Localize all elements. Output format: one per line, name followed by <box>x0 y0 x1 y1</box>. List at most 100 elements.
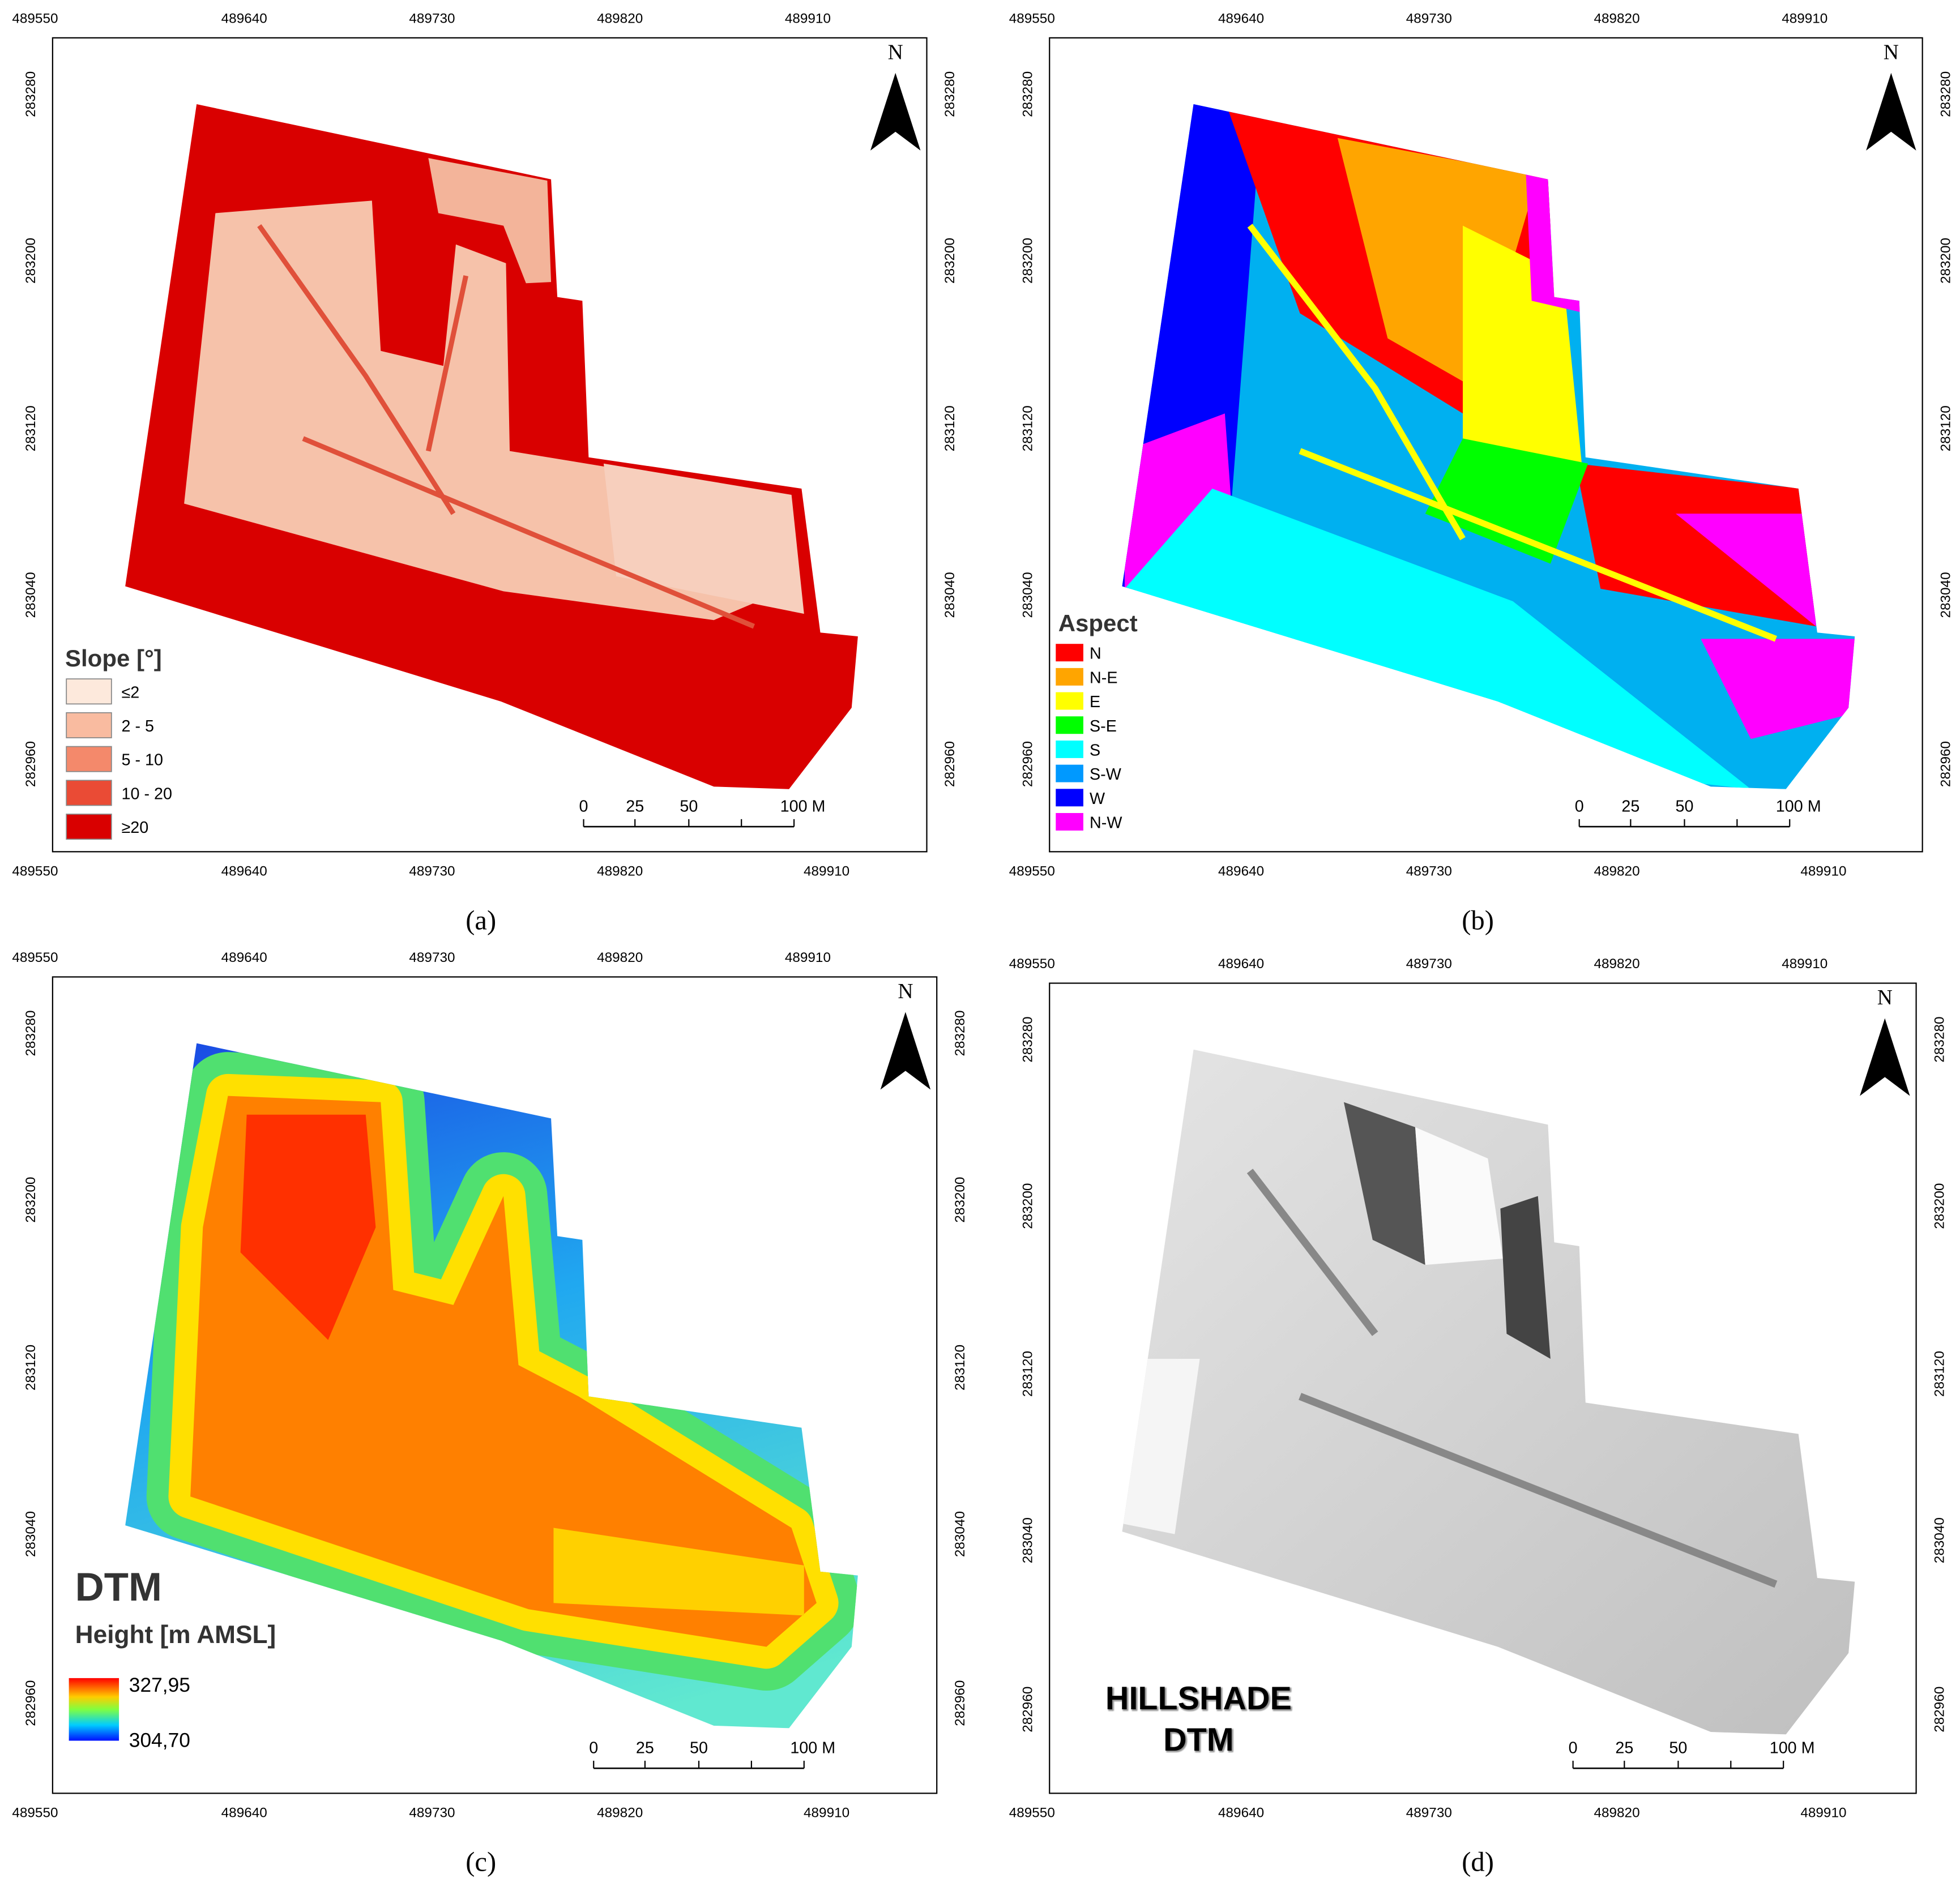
top-tick-label: 489550 <box>1009 11 1055 26</box>
legend-label: ≤2 <box>122 683 140 701</box>
legend-swatch <box>1056 716 1083 734</box>
aspect-zone <box>1675 514 1816 627</box>
scale-label: 50 <box>690 1739 708 1757</box>
bottom-tick-label: 489820 <box>597 863 643 879</box>
scale-label: 25 <box>1615 1739 1633 1757</box>
bottom-tick-label: 489550 <box>1009 863 1055 879</box>
legend-title: DTM <box>75 1564 162 1609</box>
bottom-tick-label: 489730 <box>409 863 455 879</box>
hill-dark <box>1343 1102 1425 1265</box>
scale-label: 50 <box>1669 1739 1687 1757</box>
scale-label: 25 <box>1621 798 1639 816</box>
legend-swatch <box>66 746 112 772</box>
legend-label: N-E <box>1090 669 1118 687</box>
left-tick-label: 282960 <box>1020 1687 1035 1733</box>
right-tick-label: 282960 <box>953 1680 968 1726</box>
top-tick-label: 489640 <box>221 11 267 26</box>
left-tick-label: 283200 <box>23 238 39 284</box>
legend-label: 10 - 20 <box>122 785 172 803</box>
legend-swatch <box>1056 812 1083 831</box>
bottom-tick-label: 489910 <box>1800 863 1846 879</box>
aspect-zone <box>1425 438 1589 564</box>
bottom-tick-label: 489640 <box>221 863 267 879</box>
north-label: N <box>1877 986 1893 1009</box>
left-tick-label: 282960 <box>1020 741 1035 787</box>
legend-title: Slope [°] <box>65 645 162 671</box>
bottom-tick-label: 489820 <box>1594 863 1639 879</box>
scale-label: 25 <box>636 1739 654 1757</box>
legend-label: S <box>1090 741 1100 759</box>
right-tick-label: 283280 <box>1932 1016 1947 1062</box>
top-tick-label: 489910 <box>785 11 831 26</box>
top-tick-label: 489730 <box>1406 11 1452 26</box>
right-tick-label: 283200 <box>1938 238 1953 284</box>
legend-label: 5 - 10 <box>122 751 163 769</box>
right-tick-label: 283280 <box>942 71 958 117</box>
right-tick-label: 283040 <box>953 1511 968 1557</box>
scale-label: 0 <box>1569 1739 1578 1757</box>
legend-colorbar <box>69 1678 119 1741</box>
left-tick-label: 282960 <box>23 741 39 787</box>
north-arrow <box>1860 1018 1910 1096</box>
left-tick-label: 283120 <box>23 1345 39 1391</box>
scale-label: 100 M <box>780 798 826 816</box>
right-tick-label: 282960 <box>1938 741 1953 787</box>
legend-swatch <box>66 712 112 738</box>
map-panel: 489550 489640 489730 489820 489910 489550 4896… <box>1009 11 1954 879</box>
legend-swatch <box>1056 668 1083 686</box>
legend-max: 327,95 <box>129 1674 190 1696</box>
map-panel: 489550 489640 489730 489820 489910 489550 4896… <box>1009 956 1948 1820</box>
legend-swatch <box>1056 764 1083 782</box>
north-arrow <box>880 1012 931 1090</box>
scale-label: 0 <box>589 1739 598 1757</box>
aspect-lines <box>1247 224 1777 642</box>
legend-label: S-E <box>1090 717 1117 735</box>
legend-label: N-W <box>1090 814 1122 832</box>
legend-swatch <box>1056 740 1083 758</box>
scale-label: 50 <box>1675 798 1693 816</box>
legend-label: N <box>1090 645 1101 663</box>
top-tick-label: 489820 <box>597 950 643 965</box>
aspect-zone <box>1701 639 1855 739</box>
legend-subtitle: Height [m AMSL] <box>75 1621 276 1649</box>
right-tick-label: 283120 <box>942 405 958 451</box>
north-arrow <box>1866 72 1916 151</box>
north-label: N <box>898 980 913 1003</box>
scale-label: 50 <box>680 798 698 816</box>
scale-label: 100 M <box>1770 1739 1815 1757</box>
legend-swatch <box>1056 692 1083 710</box>
slope-ridge <box>257 224 755 629</box>
hill-ridge <box>1246 1169 1778 1588</box>
legend-swatch <box>66 678 112 705</box>
top-tick-label: 489910 <box>1782 956 1827 972</box>
bottom-tick-label: 489640 <box>221 1805 267 1820</box>
top-tick-label: 489820 <box>1594 11 1639 26</box>
legend-label: S-W <box>1090 765 1122 784</box>
panel-caption: (c) <box>466 1846 496 1877</box>
right-tick-label: 282960 <box>942 741 958 787</box>
legend-label: E <box>1090 693 1100 711</box>
hill-dark2 <box>1500 1196 1551 1359</box>
right-tick-label: 283200 <box>953 1177 968 1223</box>
top-tick-label: 489820 <box>597 11 643 26</box>
panel-caption: (a) <box>466 905 496 935</box>
top-tick-label: 489730 <box>1406 956 1452 972</box>
bottom-tick-label: 489550 <box>1009 1805 1055 1820</box>
left-tick-label: 283040 <box>1020 1517 1035 1563</box>
legend-title: Aspect <box>1058 610 1138 636</box>
right-tick-label: 283280 <box>1938 71 1953 117</box>
left-tick-label: 283120 <box>23 405 39 451</box>
bottom-tick-label: 489550 <box>12 863 58 879</box>
bottom-tick-label: 489640 <box>1218 1805 1264 1820</box>
left-tick-label: 283280 <box>1020 71 1035 117</box>
right-tick-label: 283040 <box>1938 572 1953 618</box>
top-tick-label: 489550 <box>12 11 58 26</box>
left-tick-label: 283120 <box>1020 405 1035 451</box>
right-tick-label: 283040 <box>1932 1517 1947 1563</box>
top-tick-label: 489910 <box>1782 11 1827 26</box>
slope-east <box>603 463 804 614</box>
panel-label: DTM <box>1163 1722 1234 1758</box>
top-tick-label: 489730 <box>409 950 455 965</box>
scale-label: 100 M <box>790 1739 835 1757</box>
